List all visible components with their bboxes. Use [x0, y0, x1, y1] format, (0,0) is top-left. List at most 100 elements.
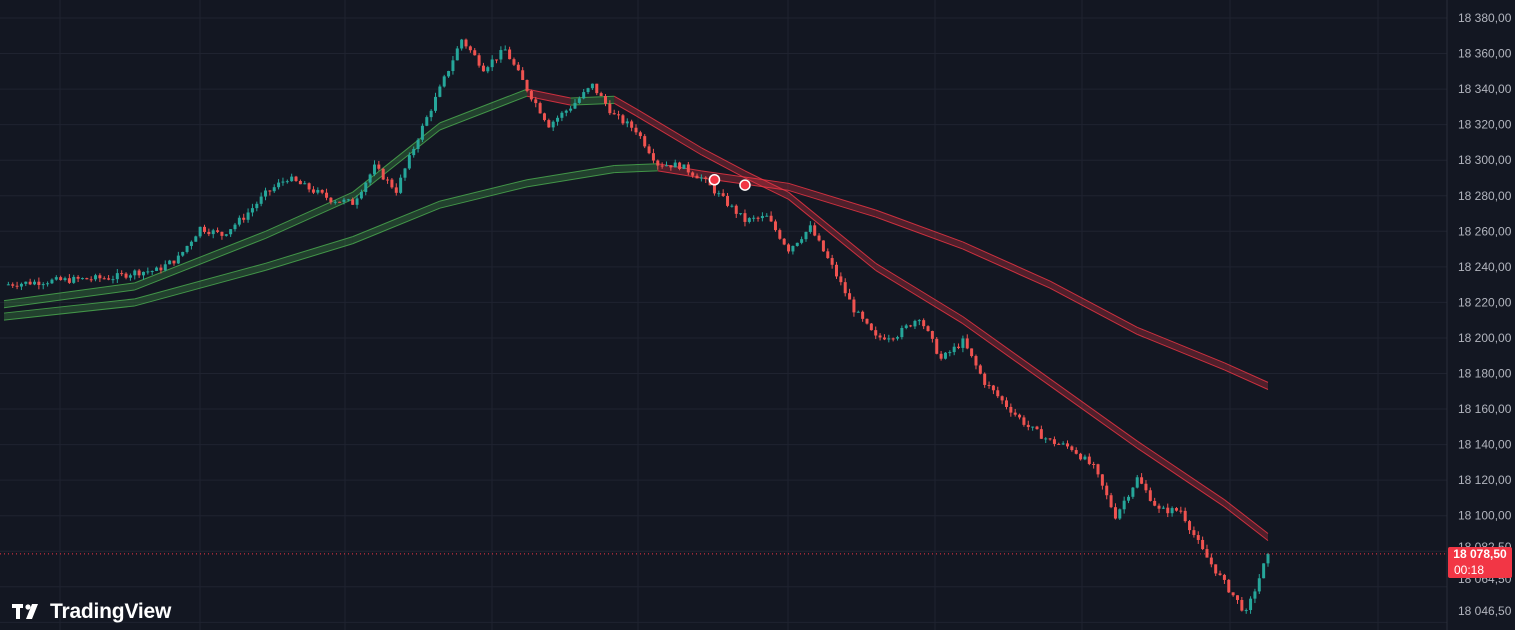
- price-tick-label: 18 240,00: [1458, 260, 1512, 274]
- candle-body: [37, 281, 41, 285]
- candle-body: [569, 108, 573, 111]
- candle-body: [821, 240, 825, 252]
- band-segment: [570, 96, 615, 106]
- band-edge-line: [635, 115, 702, 156]
- candle-body: [843, 282, 847, 294]
- price-tick-label: 18 046,50: [1458, 604, 1512, 618]
- band-edge-line: [614, 170, 658, 174]
- candle-body: [991, 385, 995, 391]
- candle-body: [107, 278, 111, 280]
- candle-body: [85, 278, 89, 280]
- candle-body: [141, 271, 145, 276]
- candle-body: [638, 132, 642, 137]
- candle-body: [294, 176, 298, 181]
- candle-body: [1113, 507, 1117, 519]
- candle-body: [739, 213, 743, 215]
- candle-body: [1179, 510, 1183, 512]
- band-edge-line: [1224, 362, 1269, 383]
- candle-body: [490, 59, 494, 68]
- candle-body: [202, 226, 206, 232]
- band-segment: [875, 263, 963, 324]
- signal-markers: [708, 174, 751, 191]
- candle-body: [869, 323, 873, 331]
- candle-body: [1235, 595, 1239, 600]
- candle-body: [547, 120, 551, 128]
- candle-body: [137, 270, 141, 276]
- band-edge-line: [962, 248, 1051, 289]
- candle-body: [1218, 573, 1222, 575]
- price-axis[interactable]: 18 380,00 18 360,00 18 340,00 18 320,00 18 3…: [1446, 0, 1512, 630]
- band-segment: [1224, 499, 1268, 541]
- price-tick-label: 18 300,00: [1458, 153, 1512, 167]
- candle-body: [686, 164, 690, 173]
- candle-body: [538, 103, 542, 114]
- candle-body: [281, 181, 285, 183]
- signal-dot: [739, 179, 751, 191]
- band-edge-line: [352, 207, 441, 245]
- candle-body: [882, 337, 886, 340]
- candle-body: [233, 224, 237, 230]
- candle-body: [861, 311, 865, 319]
- candle-body: [268, 190, 272, 192]
- candle-body: [468, 46, 472, 51]
- band-edge-line: [134, 230, 266, 284]
- candle-body: [834, 264, 838, 277]
- candle-body: [630, 121, 634, 128]
- candle-body: [19, 283, 23, 287]
- candle-body: [582, 92, 586, 99]
- candle-body: [1061, 443, 1065, 445]
- candle-body: [168, 260, 172, 265]
- candle-body: [621, 115, 625, 124]
- candle-body: [529, 90, 533, 100]
- candle-body: [743, 213, 747, 222]
- band-edge-line: [265, 243, 353, 271]
- candle-body: [176, 255, 180, 264]
- candle-body: [386, 179, 390, 181]
- candle-body: [704, 177, 708, 180]
- candle-body: [1140, 477, 1144, 484]
- tradingview-logo[interactable]: TradingView: [12, 600, 171, 624]
- band-edge-line: [526, 95, 571, 106]
- candle-body: [115, 273, 119, 280]
- candle-body: [787, 244, 791, 252]
- band-edge-line: [1137, 326, 1225, 364]
- price-tick-label: 18 180,00: [1458, 367, 1512, 381]
- candle-body: [682, 164, 686, 169]
- candle-body: [1266, 553, 1270, 564]
- candle-body: [926, 326, 930, 332]
- candle-body: [15, 285, 19, 287]
- candle-body: [120, 273, 124, 275]
- candle-body: [930, 331, 934, 339]
- band-edge-line: [701, 154, 746, 179]
- candle-body: [1244, 610, 1248, 612]
- candle-body: [237, 217, 241, 225]
- candle-body: [734, 205, 738, 214]
- candle-body: [307, 183, 311, 190]
- candle-body: [1122, 500, 1126, 510]
- candle-body: [303, 183, 307, 185]
- candle-body: [1118, 509, 1122, 519]
- band-edge-line: [265, 198, 353, 239]
- price-tick-label: 18 120,00: [1458, 473, 1512, 487]
- candle-body: [721, 193, 725, 196]
- candle-body: [46, 283, 50, 285]
- candle-body: [359, 191, 363, 199]
- candle-body: [486, 67, 490, 72]
- band-segment: [701, 147, 745, 178]
- candle-body: [403, 168, 407, 178]
- candle-body: [808, 225, 812, 232]
- candle-body: [63, 278, 67, 281]
- candle-body: [242, 217, 246, 220]
- candle-body: [89, 279, 93, 281]
- candle-body: [1214, 564, 1218, 574]
- price-tick-label: 18 380,00: [1458, 11, 1512, 25]
- candle-body: [760, 216, 764, 219]
- candle-body: [1127, 496, 1131, 501]
- candle-body: [756, 217, 760, 219]
- candle-body: [608, 103, 612, 114]
- candle-body: [1018, 414, 1022, 418]
- candle-body: [272, 187, 276, 192]
- band-segment: [439, 89, 528, 130]
- candle-body: [909, 325, 913, 327]
